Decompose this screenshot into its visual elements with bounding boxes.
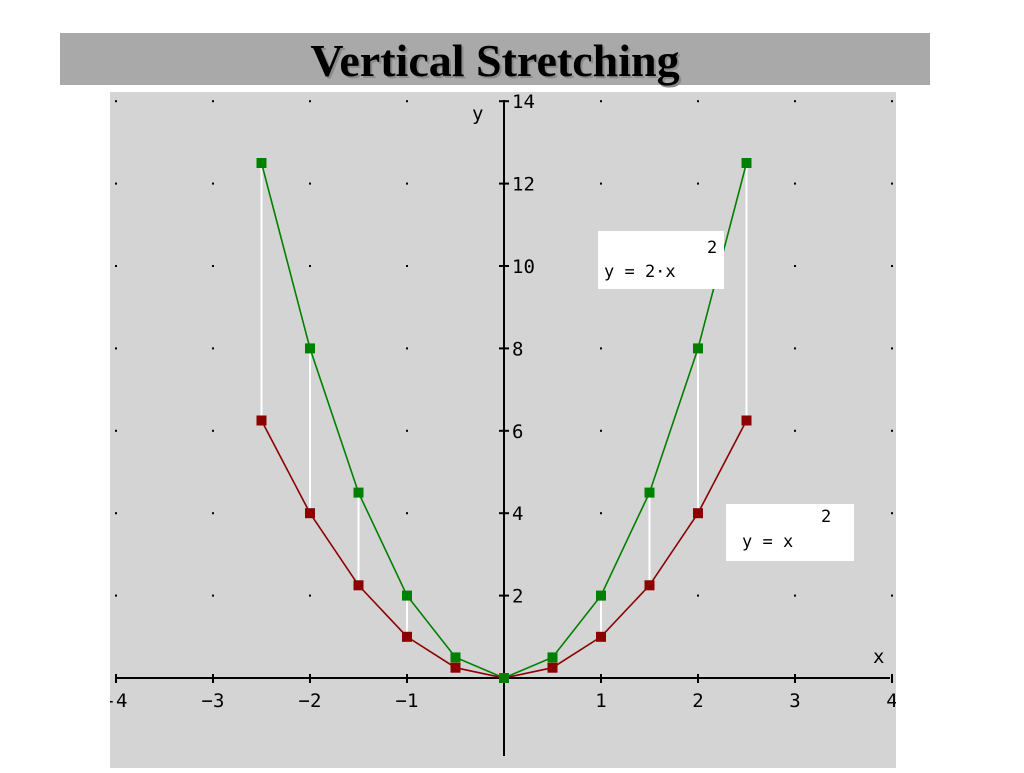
page-title: Vertical Stretching (310, 35, 680, 86)
grid-dot (115, 182, 117, 185)
grid-dot (697, 594, 699, 597)
grid-dot (115, 347, 117, 350)
x-tick-label: −2 (299, 690, 322, 712)
grid-dot (406, 347, 408, 350)
data-point-base (402, 631, 412, 642)
grid-dot (406, 429, 408, 432)
y-tick-label: 6 (512, 421, 523, 443)
grid-dot (212, 429, 214, 432)
grid-dot (794, 594, 796, 597)
x-tick-label: −3 (202, 690, 225, 712)
grid-dot (212, 347, 214, 350)
grid-dot (891, 429, 893, 432)
data-point-stretched (256, 158, 267, 168)
grid-dot (600, 347, 602, 350)
grid-dot (891, 182, 893, 185)
grid-dot (115, 265, 117, 267)
data-point-stretched (741, 158, 752, 168)
grid-dot (600, 182, 602, 185)
data-point-stretched (402, 590, 412, 601)
label-box-stretched: y = 2·x 2 (598, 231, 724, 289)
data-point-base (741, 415, 752, 426)
label-box-base: y = x 2 (726, 504, 854, 561)
grid-dot (115, 100, 117, 103)
grid-dot (697, 100, 699, 103)
grid-dot (309, 182, 311, 185)
grid-dot (794, 347, 796, 350)
data-point-stretched (644, 487, 655, 498)
grid-dot (891, 594, 893, 597)
data-point-base (305, 508, 315, 519)
grid-dot (794, 100, 796, 103)
grid-dot (600, 512, 602, 515)
stretch-connectors (260, 163, 748, 637)
grid-dot (212, 182, 214, 185)
title-bar: Vertical Stretching (60, 33, 930, 86)
data-point-base (353, 580, 364, 591)
grid-dot (212, 100, 214, 103)
data-point-stretched (596, 590, 606, 601)
x-tick-label: −1 (396, 690, 419, 712)
data-point-stretched (499, 673, 509, 683)
grid-dot (406, 182, 408, 185)
data-point-stretched (693, 343, 703, 354)
y-tick-label: 12 (512, 174, 535, 196)
data-point-base (547, 662, 558, 673)
grid-dot (115, 594, 117, 597)
grid-dot (794, 265, 796, 267)
data-point-stretched (547, 652, 558, 663)
grid-dot (115, 512, 117, 515)
data-point-base (450, 662, 461, 673)
data-point-base (693, 508, 703, 519)
data-point-stretched (305, 343, 315, 354)
data-point-base (256, 415, 267, 426)
grid-dot (891, 265, 893, 267)
data-point-stretched (353, 487, 364, 498)
y-tick-label: 2 (512, 586, 523, 608)
grid-dot (891, 347, 893, 350)
grid-dot (891, 100, 893, 103)
grid-dot (309, 100, 311, 103)
grid-dot (212, 512, 214, 515)
series-layer (256, 158, 752, 683)
label-stretched-exponent: 2 (707, 238, 717, 258)
y-tick-label: 10 (512, 256, 535, 278)
y-axis-label: y (472, 103, 483, 125)
grid-dot (600, 100, 602, 103)
grid-dot (212, 594, 214, 597)
grid-dot (406, 512, 408, 515)
x-tick-label: 2 (692, 690, 703, 712)
y-tick-label: 8 (512, 338, 523, 360)
label-base-text: y = x (742, 532, 793, 552)
y-tick-label: 14 (512, 92, 535, 113)
grid-dot (794, 182, 796, 185)
label-base-exponent: 2 (821, 507, 831, 527)
x-axis-label: x (873, 646, 884, 668)
data-point-stretched (450, 652, 461, 663)
x-tick-label: 1 (595, 690, 606, 712)
grid-dot (115, 429, 117, 432)
x-tick-label: 4 (886, 690, 896, 712)
grid-dot (309, 594, 311, 597)
grid-dot (600, 429, 602, 432)
grid-dot (212, 265, 214, 267)
grid-dot (309, 265, 311, 267)
grid-dot (697, 182, 699, 185)
y-tick-label: 4 (512, 503, 523, 525)
data-point-base (596, 631, 606, 642)
x-tick-label: -4 (110, 690, 127, 712)
grid-dot (406, 100, 408, 103)
data-point-base (644, 580, 655, 591)
grid-dot (794, 429, 796, 432)
grid-dot (891, 512, 893, 515)
grid-dot (406, 265, 408, 267)
label-stretched-text: y = 2·x (604, 262, 676, 282)
x-tick-label: 3 (789, 690, 800, 712)
